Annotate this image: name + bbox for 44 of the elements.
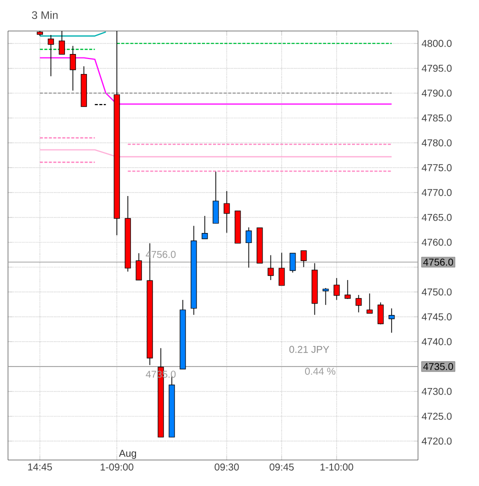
candlestick — [388, 308, 395, 334]
x-tick-label: 09:45 — [270, 464, 294, 471]
candlestick — [278, 252, 285, 286]
candlestick — [322, 288, 329, 306]
candlestick — [290, 252, 296, 273]
y-tick-label: 4765.0 — [422, 214, 452, 221]
candlestick — [48, 34, 54, 77]
candlestick — [246, 226, 252, 268]
y-tick-label: 4725.0 — [422, 412, 452, 420]
candlestick — [334, 278, 340, 300]
annotation: Aug — [118, 450, 136, 459]
x-tick-label: 1-09:00 — [100, 464, 134, 471]
y-tick-label: 4800.0 — [422, 40, 452, 47]
candlestick — [224, 190, 230, 234]
x-tick-label: 09:30 — [214, 464, 239, 471]
chart-title: 3 Min — [32, 10, 58, 20]
candlestick — [202, 216, 208, 240]
annotation: 0.44 % — [305, 368, 336, 375]
ref-line-label: 4735.0 — [423, 363, 454, 370]
x-tick-label: 1-10:00 — [320, 464, 354, 471]
y-tick-label: 4760.0 — [422, 238, 452, 246]
candlestick — [344, 280, 351, 300]
candlestick — [212, 171, 219, 224]
ref-line-label: 4756.0 — [423, 258, 454, 266]
y-tick-label: 4785.0 — [422, 114, 452, 122]
y-tick-label: 4745.0 — [422, 313, 452, 320]
candlestick — [136, 252, 142, 280]
annotation: 0.21 JPY — [289, 346, 330, 353]
y-tick-label: 4720.0 — [422, 438, 452, 445]
y-tick-label: 4730.0 — [422, 388, 452, 395]
x-tick-label: 14:45 — [28, 464, 52, 470]
candlestick — [300, 250, 307, 268]
y-tick-label: 4750.0 — [422, 288, 452, 296]
y-tick-label: 4780.0 — [422, 139, 452, 146]
candlestick — [268, 254, 274, 280]
candlestick — [356, 294, 362, 313]
y-tick-label: 4790.0 — [422, 90, 452, 97]
y-tick-label: 4775.0 — [422, 164, 452, 172]
candlestick — [70, 46, 76, 92]
candlestick — [378, 302, 384, 325]
candlestick — [366, 293, 373, 314]
y-tick-label: 4795.0 — [422, 64, 452, 72]
y-tick-label: 4770.0 — [422, 189, 452, 196]
y-tick-label: 4740.0 — [422, 338, 452, 346]
